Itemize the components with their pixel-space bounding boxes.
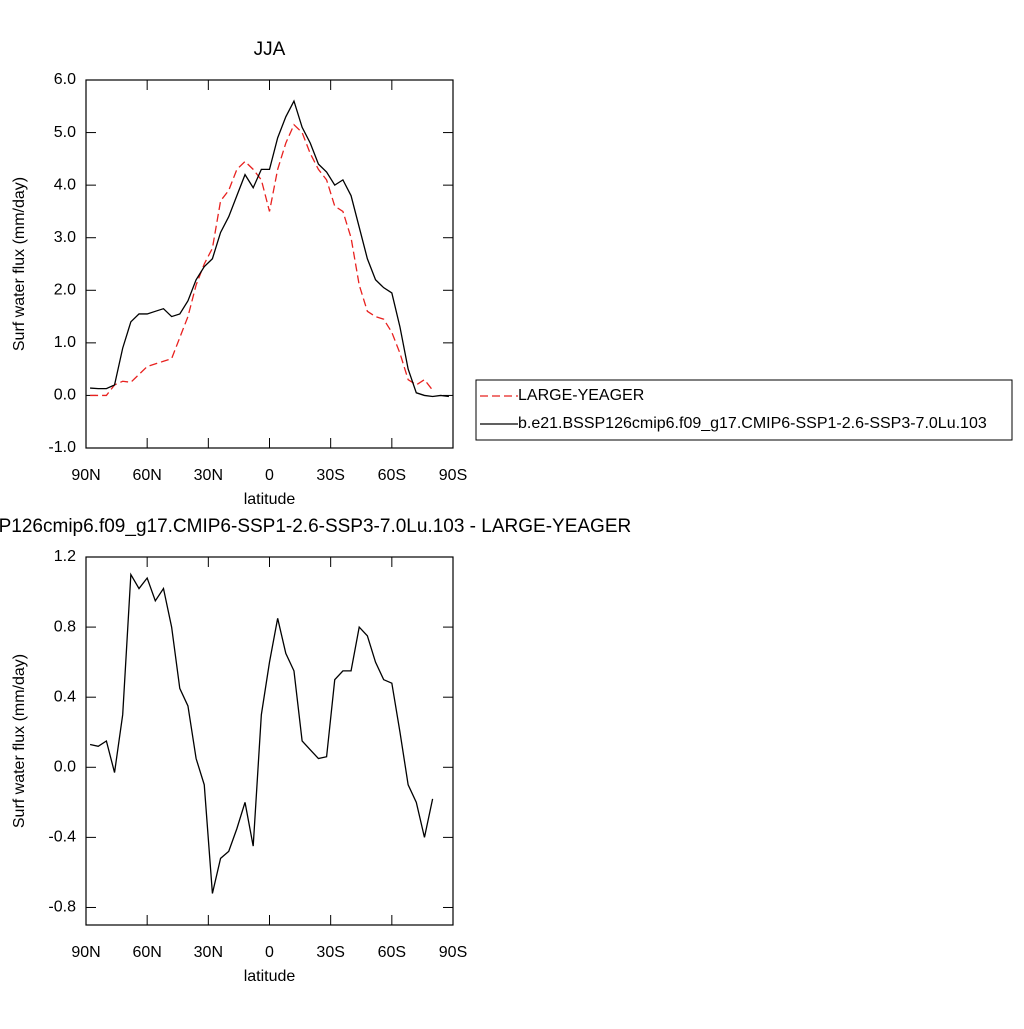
chart-title: b.e21.BSSP126cmip6.f09_g17.CMIP6-SSP1-2.… [0, 516, 631, 537]
y-axis-label: Surf water flux (mm/day) [11, 177, 28, 351]
legend: LARGE-YEAGER b.e21.BSSP126cmip6.f09_g17.C… [475, 379, 1013, 441]
x-tick-label: 0 [265, 467, 274, 484]
x-tick-label: 60S [378, 467, 406, 484]
y-tick-label: 5.0 [54, 124, 76, 141]
x-axis-label: latitude [244, 491, 296, 508]
x-tick-label: 30N [194, 944, 223, 961]
plot-frame [85, 556, 454, 926]
y-tick-label: 2.0 [54, 282, 76, 299]
x-tick-label: 60N [132, 944, 161, 961]
y-tick-label: 4.0 [54, 176, 76, 193]
legend-box [475, 379, 1013, 441]
x-tick-label: 30S [316, 944, 344, 961]
y-tick-label: -0.4 [48, 829, 76, 846]
y-axis-label: Surf water flux (mm/day) [11, 654, 28, 828]
y-tick-label: 1.0 [54, 334, 76, 351]
x-tick-label: 60S [378, 944, 406, 961]
y-tick-label: 3.0 [54, 229, 76, 246]
y-tick-label: 0.8 [54, 618, 76, 635]
y-tick-label: -1.0 [48, 439, 76, 456]
y-tick-label: 0.0 [54, 387, 76, 404]
y-tick-label: 0.4 [54, 688, 76, 705]
x-tick-label: 0 [265, 944, 274, 961]
x-tick-label: 30N [194, 467, 223, 484]
x-axis-label: latitude [244, 968, 296, 985]
legend-label: LARGE-YEAGER [518, 387, 644, 404]
y-tick-label: 1.2 [54, 548, 76, 565]
x-tick-label: 90S [439, 944, 467, 961]
y-tick-label: 0.0 [54, 759, 76, 776]
plot-frame [85, 79, 454, 449]
x-tick-label: 90S [439, 467, 467, 484]
x-tick-label: 30S [316, 467, 344, 484]
data-line [90, 123, 434, 397]
y-tick-label: -0.8 [48, 899, 76, 916]
chart-title: JJA [254, 39, 286, 60]
data-line [90, 99, 450, 398]
data-line [89, 572, 434, 894]
legend-label: b.e21.BSSP126cmip6.f09_g17.CMIP6-SSP1-2.… [518, 415, 987, 432]
x-tick-label: 90N [71, 467, 100, 484]
x-tick-label: 60N [132, 467, 161, 484]
x-tick-label: 90N [71, 944, 100, 961]
y-tick-label: 6.0 [54, 71, 76, 88]
